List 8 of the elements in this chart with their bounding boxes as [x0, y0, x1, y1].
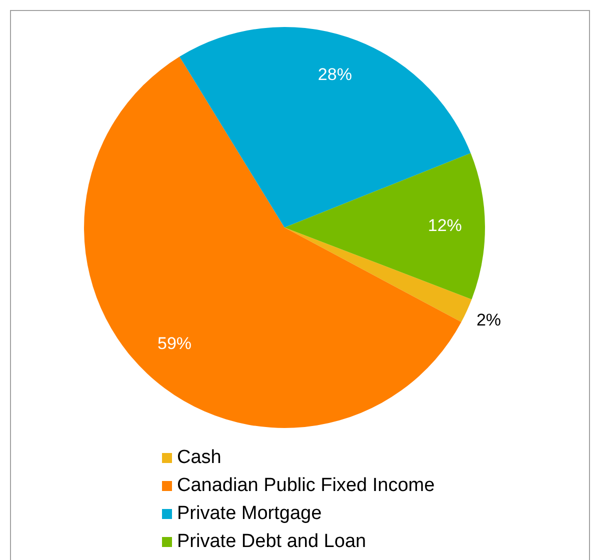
data-label: 28%: [318, 64, 352, 84]
data-label: 59%: [158, 334, 192, 353]
data-label: 2%: [476, 310, 502, 330]
legend-label: Canadian Public Fixed Income: [177, 475, 435, 497]
legend-label: Private Debt and Loan: [177, 531, 366, 553]
data-label: 12%: [428, 216, 462, 236]
legend-label: Private Mortgage: [177, 503, 322, 525]
legend-label: Cash: [177, 447, 222, 469]
